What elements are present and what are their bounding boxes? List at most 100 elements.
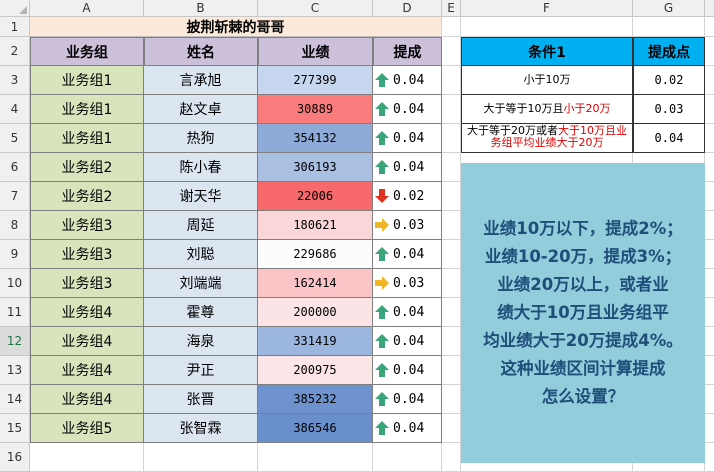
column-header-c[interactable]: C — [258, 0, 373, 17]
group-cell[interactable]: 业务组2 — [30, 153, 144, 182]
performance-cell[interactable]: 30889 — [258, 95, 373, 124]
group-cell[interactable]: 业务组4 — [30, 298, 144, 327]
column-header-f[interactable]: F — [461, 0, 633, 17]
group-cell[interactable]: 业务组1 — [30, 124, 144, 153]
performance-cell[interactable]: 22006 — [258, 182, 373, 211]
group-cell[interactable]: 业务组5 — [30, 414, 144, 443]
group-cell[interactable]: 业务组4 — [30, 327, 144, 356]
name-cell[interactable]: 谢天华 — [144, 182, 258, 211]
performance-cell[interactable]: 331419 — [258, 327, 373, 356]
commission-cell[interactable]: 0.04 — [373, 327, 442, 356]
grid-cell[interactable] — [442, 327, 461, 356]
name-cell[interactable]: 刘聪 — [144, 240, 258, 269]
grid-cell[interactable] — [442, 298, 461, 327]
name-cell[interactable]: 赵文卓 — [144, 95, 258, 124]
rate-cell[interactable]: 0.02 — [633, 66, 705, 95]
commission-cell[interactable]: 0.04 — [373, 240, 442, 269]
performance-cell[interactable]: 386546 — [258, 414, 373, 443]
header-group[interactable]: 业务组 — [30, 37, 144, 66]
grid-cell[interactable] — [705, 327, 715, 356]
row-header-4[interactable]: 4 — [0, 95, 30, 124]
header-perf[interactable]: 业绩 — [258, 37, 373, 66]
grid-cell[interactable] — [705, 182, 715, 211]
name-cell[interactable]: 海泉 — [144, 327, 258, 356]
group-cell[interactable]: 业务组1 — [30, 66, 144, 95]
grid-cell[interactable] — [705, 443, 715, 472]
name-cell[interactable]: 张晋 — [144, 385, 258, 414]
grid-cell[interactable] — [442, 414, 461, 443]
commission-cell[interactable]: 0.04 — [373, 153, 442, 182]
row-header-15[interactable]: 15 — [0, 414, 30, 443]
grid-cell[interactable] — [144, 443, 258, 472]
sheet-title[interactable]: 披荆斩棘的哥哥 — [30, 17, 442, 37]
grid-cell[interactable] — [705, 37, 715, 66]
name-cell[interactable]: 陈小春 — [144, 153, 258, 182]
commission-cell[interactable]: 0.04 — [373, 95, 442, 124]
grid-cell[interactable] — [258, 443, 373, 472]
row-header-14[interactable]: 14 — [0, 385, 30, 414]
grid-cell[interactable] — [442, 95, 461, 124]
grid-cell[interactable] — [705, 356, 715, 385]
name-cell[interactable]: 霍尊 — [144, 298, 258, 327]
condition-header[interactable]: 条件1 — [461, 37, 633, 66]
grid-cell[interactable] — [633, 17, 705, 37]
column-header-h[interactable] — [705, 0, 715, 17]
row-header-2[interactable]: 2 — [0, 37, 30, 66]
commission-cell[interactable]: 0.02 — [373, 182, 442, 211]
row-header-13[interactable]: 13 — [0, 356, 30, 385]
row-header-1[interactable]: 1 — [0, 17, 30, 37]
grid-cell[interactable] — [442, 240, 461, 269]
row-header-12[interactable]: 12 — [0, 327, 30, 356]
grid-cell[interactable] — [705, 153, 715, 182]
commission-cell[interactable]: 0.04 — [373, 385, 442, 414]
name-cell[interactable]: 热狗 — [144, 124, 258, 153]
performance-cell[interactable]: 306193 — [258, 153, 373, 182]
name-cell[interactable]: 张智霖 — [144, 414, 258, 443]
row-header-6[interactable]: 6 — [0, 153, 30, 182]
group-cell[interactable]: 业务组2 — [30, 182, 144, 211]
commission-cell[interactable]: 0.03 — [373, 269, 442, 298]
rate-cell[interactable]: 0.04 — [633, 124, 705, 153]
grid-cell[interactable] — [442, 211, 461, 240]
grid-cell[interactable] — [373, 443, 442, 472]
grid-cell[interactable] — [442, 443, 461, 472]
select-all-corner[interactable] — [0, 0, 30, 17]
row-header-5[interactable]: 5 — [0, 124, 30, 153]
row-header-3[interactable]: 3 — [0, 66, 30, 95]
grid-cell[interactable] — [705, 17, 715, 37]
grid-cell[interactable] — [442, 182, 461, 211]
column-header-a[interactable]: A — [30, 0, 144, 17]
grid-cell[interactable] — [442, 124, 461, 153]
grid-cell[interactable] — [705, 211, 715, 240]
condition-cell[interactable]: 大于等于10万且小于20万 — [461, 95, 633, 124]
row-header-16[interactable]: 16 — [0, 443, 30, 472]
name-cell[interactable]: 言承旭 — [144, 66, 258, 95]
group-cell[interactable]: 业务组3 — [30, 269, 144, 298]
commission-cell[interactable]: 0.03 — [373, 211, 442, 240]
grid-cell[interactable] — [705, 95, 715, 124]
row-header-8[interactable]: 8 — [0, 211, 30, 240]
grid-cell[interactable] — [705, 298, 715, 327]
grid-cell[interactable] — [442, 66, 461, 95]
grid-cell[interactable] — [442, 269, 461, 298]
performance-cell[interactable]: 200975 — [258, 356, 373, 385]
row-header-7[interactable]: 7 — [0, 182, 30, 211]
grid-cell[interactable] — [442, 37, 461, 66]
rate-header[interactable]: 提成点 — [633, 37, 705, 66]
row-header-11[interactable]: 11 — [0, 298, 30, 327]
group-cell[interactable]: 业务组4 — [30, 385, 144, 414]
header-comm[interactable]: 提成 — [373, 37, 442, 66]
commission-cell[interactable]: 0.04 — [373, 124, 442, 153]
performance-cell[interactable]: 354132 — [258, 124, 373, 153]
grid-cell[interactable] — [705, 385, 715, 414]
column-header-e[interactable]: E — [442, 0, 461, 17]
group-cell[interactable]: 业务组4 — [30, 356, 144, 385]
group-cell[interactable]: 业务组3 — [30, 211, 144, 240]
grid-cell[interactable] — [461, 17, 633, 37]
header-name[interactable]: 姓名 — [144, 37, 258, 66]
condition-cell[interactable]: 小于10万 — [461, 66, 633, 95]
name-cell[interactable]: 周延 — [144, 211, 258, 240]
group-cell[interactable]: 业务组1 — [30, 95, 144, 124]
commission-cell[interactable]: 0.04 — [373, 66, 442, 95]
grid-cell[interactable] — [30, 443, 144, 472]
